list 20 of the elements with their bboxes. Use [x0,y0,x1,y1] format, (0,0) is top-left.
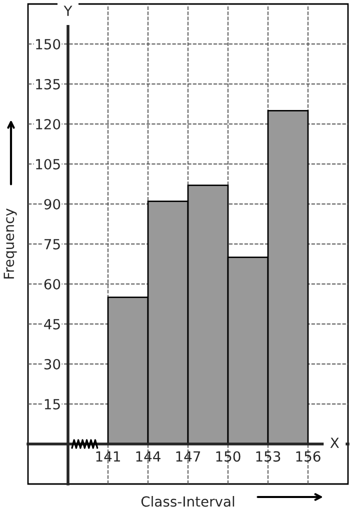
y-tick-label: 105 [36,158,60,170]
x-axis-title: Class-Interval [141,496,234,507]
annotation: Y [64,6,72,16]
y-tick-label: 15 [44,399,60,410]
y-tick-label: 45 [44,319,60,330]
x-tick-label: 141 [96,451,120,462]
x-tick-label: 147 [176,451,200,462]
y-tick-label: 30 [44,358,60,370]
y-axis-title: Frequency [4,208,17,279]
y-tick-label: 120 [36,118,60,130]
y-tick-label: 75 [44,239,60,250]
x-tick-label: 144 [136,451,160,462]
y-tick-label: 60 [44,278,60,290]
annotation: X [330,438,339,448]
x-tick-label: 150 [216,451,240,462]
y-tick-label: 90 [44,198,60,210]
x-tick-label: 156 [296,451,320,462]
y-tick-label: 150 [36,38,60,50]
x-tick-label: 153 [256,451,280,462]
y-tick-label: 135 [36,78,60,90]
